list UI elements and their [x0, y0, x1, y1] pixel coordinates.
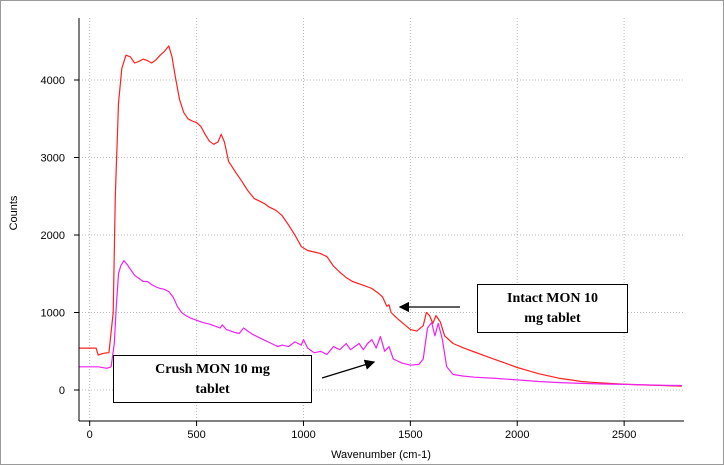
tick-labels: 0 500 1000 1500 2000 2500 0 1000 2000 3000 4000 — [41, 75, 637, 441]
y-tick-label: 0 — [59, 385, 65, 397]
annotation-arrow-crush — [321, 359, 376, 379]
y-tick-label: 1000 — [41, 308, 65, 320]
annotation-crush: Crush MON 10 mg tablet — [113, 355, 312, 403]
x-tick-label: 1000 — [291, 429, 315, 441]
y-tick-label: 3000 — [41, 153, 65, 165]
annotation-intact: Intact MON 10 mg tablet — [477, 284, 628, 333]
x-tick-label: 2500 — [612, 429, 636, 441]
y-axis-title: Counts — [8, 195, 20, 230]
annotation-crush-line1: Crush MON 10 mg — [155, 362, 270, 377]
series-line-0 — [79, 45, 682, 387]
annotation-crush-line2: tablet — [195, 382, 230, 397]
x-tick-label: 500 — [187, 429, 205, 441]
series-line-1 — [79, 260, 682, 387]
annotation-intact-line2: mg tablet — [524, 311, 581, 326]
series-layer — [79, 45, 682, 387]
y-tick-label: 4000 — [41, 75, 65, 87]
y-tick-label: 2000 — [41, 230, 65, 242]
x-tick-label: 0 — [87, 429, 93, 441]
annotation-intact-line1: Intact MON 10 — [507, 291, 598, 306]
x-tick-label: 1500 — [398, 429, 422, 441]
x-axis-title: Wavenumber (cm-1) — [331, 449, 431, 461]
axes — [74, 18, 684, 426]
x-tick-label: 2000 — [505, 429, 529, 441]
